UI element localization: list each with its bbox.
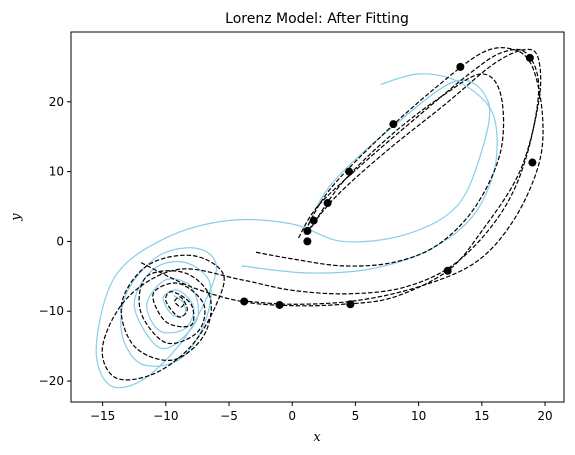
x-tick-label: 10 bbox=[411, 409, 426, 423]
x-axis: −15 −10 −5 0 5 10 15 20 bbox=[90, 402, 553, 423]
data-trajectory-5 bbox=[140, 48, 542, 307]
series-layer bbox=[95, 47, 544, 389]
x-tick-label: −5 bbox=[220, 409, 238, 423]
sample-point bbox=[309, 216, 318, 225]
sample-point bbox=[345, 167, 354, 176]
sample-point bbox=[389, 120, 398, 129]
chart-title: Lorenz Model: After Fitting bbox=[225, 11, 409, 27]
sample-point bbox=[525, 53, 534, 62]
y-tick-label: 20 bbox=[49, 95, 64, 109]
x-tick-label: 15 bbox=[474, 409, 489, 423]
sample-point bbox=[275, 300, 284, 309]
x-axis-label: x bbox=[313, 430, 321, 445]
sample-point bbox=[303, 237, 312, 246]
x-tick-label: 5 bbox=[352, 409, 360, 423]
sample-point bbox=[456, 62, 465, 71]
y-axis: −20 −10 0 10 20 bbox=[39, 95, 71, 388]
x-tick-label: 0 bbox=[288, 409, 296, 423]
fit-trajectory-1 bbox=[241, 73, 498, 274]
x-tick-label: 20 bbox=[537, 409, 552, 423]
fit-trajectory-0 bbox=[95, 79, 491, 389]
sample-point bbox=[346, 300, 355, 309]
data-trajectory-4 bbox=[254, 73, 505, 267]
y-tick-label: 0 bbox=[56, 234, 64, 248]
x-tick-label: −10 bbox=[153, 409, 178, 423]
sample-point bbox=[323, 199, 332, 208]
points-layer bbox=[240, 53, 537, 309]
sample-point bbox=[443, 266, 452, 275]
y-axis-label: y bbox=[9, 213, 24, 222]
y-tick-label: 10 bbox=[49, 165, 64, 179]
sample-point bbox=[303, 226, 312, 235]
sample-point bbox=[528, 158, 537, 167]
y-tick-label: −10 bbox=[39, 304, 64, 318]
plot-frame bbox=[70, 31, 565, 403]
x-tick-label: −15 bbox=[90, 409, 115, 423]
y-tick-label: −20 bbox=[39, 374, 64, 388]
sample-point bbox=[240, 297, 249, 306]
data-trajectory-2 bbox=[101, 48, 540, 381]
